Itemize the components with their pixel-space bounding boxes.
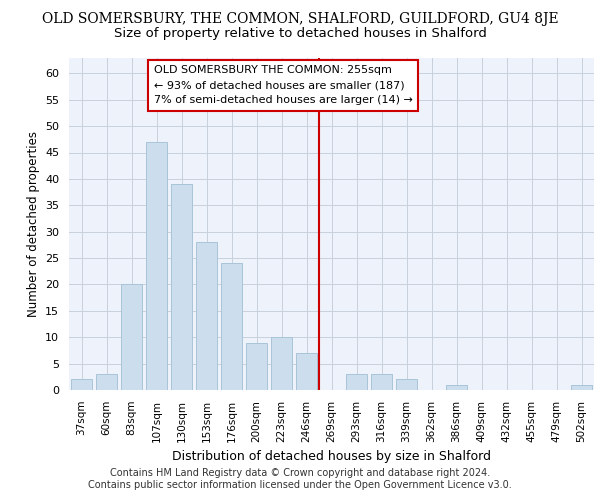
Text: OLD SOMERSBURY, THE COMMON, SHALFORD, GUILDFORD, GU4 8JE: OLD SOMERSBURY, THE COMMON, SHALFORD, GU… — [41, 12, 559, 26]
Text: OLD SOMERSBURY THE COMMON: 255sqm
← 93% of detached houses are smaller (187)
7% : OLD SOMERSBURY THE COMMON: 255sqm ← 93% … — [154, 66, 413, 105]
Bar — [146, 142, 167, 390]
Text: Size of property relative to detached houses in Shalford: Size of property relative to detached ho… — [113, 28, 487, 40]
Bar — [171, 184, 192, 390]
Bar — [296, 353, 317, 390]
Bar — [71, 380, 92, 390]
Bar — [446, 384, 467, 390]
Bar — [346, 374, 367, 390]
Text: Contains HM Land Registry data © Crown copyright and database right 2024.: Contains HM Land Registry data © Crown c… — [110, 468, 490, 477]
Y-axis label: Number of detached properties: Number of detached properties — [26, 130, 40, 317]
X-axis label: Distribution of detached houses by size in Shalford: Distribution of detached houses by size … — [172, 450, 491, 463]
Text: Contains public sector information licensed under the Open Government Licence v3: Contains public sector information licen… — [88, 480, 512, 490]
Bar — [121, 284, 142, 390]
Bar — [371, 374, 392, 390]
Bar — [221, 264, 242, 390]
Bar — [396, 380, 417, 390]
Bar — [96, 374, 117, 390]
Bar — [271, 337, 292, 390]
Bar — [246, 342, 267, 390]
Bar — [571, 384, 592, 390]
Bar — [196, 242, 217, 390]
